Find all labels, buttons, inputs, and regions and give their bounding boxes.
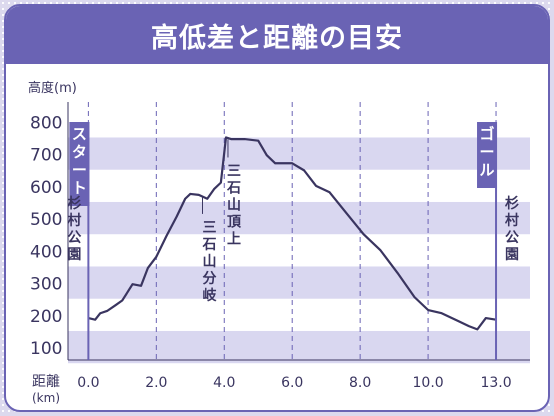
chart-title-bar: 高低差と距離の目安 bbox=[6, 6, 548, 64]
data-point bbox=[274, 162, 277, 165]
band-700 bbox=[68, 137, 530, 170]
chart-title: 高低差と距離の目安 bbox=[151, 22, 403, 54]
x-axis-unit: (km) bbox=[32, 391, 60, 405]
char: 三 bbox=[202, 220, 216, 236]
banner-goal bbox=[477, 122, 498, 188]
x-axis-label: 距離 bbox=[32, 373, 60, 390]
data-point bbox=[291, 162, 294, 165]
y-tick-label-700: 700 bbox=[30, 146, 62, 166]
data-point bbox=[213, 188, 215, 190]
data-point bbox=[131, 283, 134, 286]
char: 村 bbox=[67, 212, 81, 229]
char: 岐 bbox=[202, 287, 217, 304]
data-point bbox=[99, 312, 102, 315]
char: タ bbox=[72, 143, 87, 161]
data-point bbox=[315, 185, 317, 187]
char: 石 bbox=[226, 180, 241, 196]
data-point bbox=[243, 138, 246, 140]
elevation-line bbox=[88, 136, 497, 331]
banner-text: ゴール bbox=[480, 125, 495, 179]
x-tick-label-12: 13.0 bbox=[480, 375, 511, 391]
char: 杉 bbox=[505, 195, 519, 212]
char: ゴ bbox=[480, 125, 495, 143]
y-tick-label-600: 600 bbox=[30, 178, 62, 198]
x-tick-label-2: 2.0 bbox=[145, 375, 167, 391]
y-tick-label-500: 500 bbox=[30, 210, 62, 230]
data-point bbox=[189, 193, 192, 195]
char: ス bbox=[72, 125, 87, 143]
char: 公 bbox=[67, 230, 81, 246]
char: 杉 bbox=[67, 195, 81, 212]
data-point bbox=[362, 233, 365, 236]
x-tick-label-0: 0.0 bbox=[77, 375, 99, 391]
char: 園 bbox=[505, 247, 519, 263]
y-axis-label: 高度(m) bbox=[28, 80, 77, 96]
data-point bbox=[225, 136, 227, 139]
y-tick-label-800: 800 bbox=[30, 113, 62, 133]
char: 分 bbox=[202, 271, 216, 287]
data-point bbox=[206, 197, 209, 200]
data-point bbox=[485, 317, 487, 319]
data-point bbox=[265, 154, 268, 157]
data-point bbox=[147, 267, 149, 269]
char: 山 bbox=[202, 254, 216, 270]
data-point bbox=[345, 212, 348, 215]
x-tick-label-10: 10.0 bbox=[413, 375, 444, 391]
x-tick-label-6: 6.0 bbox=[281, 375, 303, 391]
data-point bbox=[197, 194, 200, 196]
char: ー bbox=[480, 143, 495, 161]
char: 園 bbox=[67, 247, 81, 263]
data-point bbox=[457, 320, 460, 323]
char: ー bbox=[72, 161, 87, 179]
banner-start bbox=[69, 122, 90, 206]
char: 三 bbox=[227, 163, 241, 179]
char: 山 bbox=[227, 197, 241, 213]
data-point bbox=[328, 191, 331, 194]
data-point bbox=[165, 235, 168, 237]
data-point bbox=[468, 325, 470, 327]
char: ル bbox=[480, 161, 495, 179]
data-point bbox=[230, 138, 232, 140]
x-tick-label-4: 4.0 bbox=[213, 375, 235, 391]
data-point bbox=[476, 328, 479, 331]
data-point bbox=[396, 272, 399, 274]
char: 石 bbox=[201, 237, 216, 253]
chart-card: 高低差と距離の目安 100 200 300 400 500 600 700 800 高度(m) 0… bbox=[4, 4, 550, 412]
band-500 bbox=[68, 201, 530, 235]
data-point bbox=[155, 256, 158, 258]
data-point bbox=[140, 285, 142, 287]
data-point bbox=[379, 249, 382, 252]
data-point bbox=[106, 310, 108, 312]
y-tick-label-300: 300 bbox=[30, 275, 62, 295]
data-point bbox=[413, 296, 416, 298]
char: 村 bbox=[505, 212, 519, 229]
data-point bbox=[94, 318, 96, 321]
data-point bbox=[121, 299, 124, 302]
band-100 bbox=[68, 330, 530, 364]
data-point bbox=[184, 197, 186, 200]
char: 公 bbox=[505, 230, 519, 246]
y-tick-label-100: 100 bbox=[30, 339, 62, 359]
char: ト bbox=[72, 179, 87, 197]
data-point bbox=[440, 312, 443, 315]
data-point bbox=[114, 304, 117, 306]
y-tick-label-200: 200 bbox=[30, 307, 62, 327]
elevation-chart: 100 200 300 400 500 600 700 800 高度(m) 0.0 2.0 4.0 6.… bbox=[28, 80, 530, 405]
char: 上 bbox=[227, 231, 241, 247]
band-300 bbox=[68, 266, 530, 299]
y-tick-label-400: 400 bbox=[30, 242, 62, 262]
char: 頂 bbox=[227, 214, 242, 230]
x-tick-label-8: 8.0 bbox=[349, 375, 371, 391]
data-point bbox=[257, 139, 260, 142]
data-point bbox=[303, 169, 305, 172]
data-point bbox=[220, 181, 222, 184]
data-point bbox=[427, 309, 429, 311]
data-point bbox=[175, 215, 178, 218]
